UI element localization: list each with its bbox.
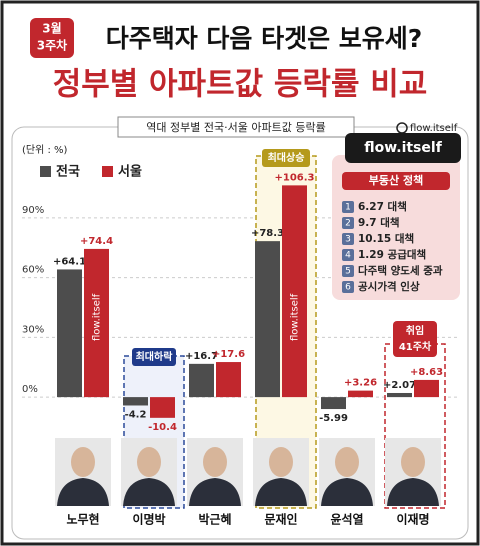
- bar: [414, 379, 439, 398]
- policy-num-box: [342, 201, 354, 213]
- portrait-head: [401, 447, 425, 477]
- portrait-body: [321, 478, 373, 506]
- value-label: +106.3: [274, 172, 314, 183]
- annotation-box: [393, 321, 437, 357]
- brand-tag: [345, 133, 461, 163]
- x-tick-label: 이재명: [396, 512, 429, 527]
- value-label: +74.4: [80, 236, 113, 247]
- policy-num: 3: [345, 235, 351, 245]
- legend-swatch: [40, 166, 51, 177]
- bar: [189, 363, 214, 398]
- value-label: -10.4: [148, 422, 177, 433]
- portrait-body: [387, 478, 439, 506]
- value-label: +64.1: [53, 256, 86, 267]
- annotation-box: [262, 149, 310, 167]
- badge-line: 3주차: [37, 38, 67, 53]
- policy-num: 2: [345, 219, 351, 229]
- bar: [57, 269, 82, 398]
- y-tick-label: 30%: [22, 324, 44, 335]
- policy-num-box: [342, 217, 354, 229]
- policy-item: 9.7 대책: [358, 216, 400, 229]
- value-label: +8.63: [410, 367, 443, 378]
- y-tick-label: 60%: [22, 265, 44, 276]
- annotation: 41주차: [399, 340, 432, 353]
- bar: [84, 248, 109, 398]
- x-tick-label: 노무현: [66, 512, 99, 527]
- portrait-head: [203, 447, 227, 477]
- portrait-body: [123, 478, 175, 506]
- policy-header: [342, 172, 450, 190]
- chart-subtitle: 정부별 아파트값 등락률 비교: [53, 67, 428, 103]
- portrait-body: [255, 478, 307, 506]
- policy-item: 공시가격 인상: [358, 280, 420, 293]
- portrait-body: [57, 478, 109, 506]
- watermark: flow.itself: [92, 293, 103, 341]
- policy-box: [332, 155, 460, 300]
- chart-title: 다주택자 다음 타겟은 보유세?: [106, 24, 423, 53]
- x-tick-label: 문재인: [264, 512, 297, 527]
- brand: flow.itself: [410, 123, 458, 134]
- bar: [321, 397, 346, 410]
- bar: [150, 397, 175, 418]
- annotation: 최대상승: [268, 151, 305, 164]
- watermark: flow.itself: [290, 293, 301, 341]
- legend-swatch: [102, 166, 113, 177]
- value-label: +16.7: [185, 351, 218, 362]
- x-tick-label: 이명박: [132, 512, 165, 527]
- value-label: +17.6: [212, 349, 245, 360]
- policy-item: 다주택 양도세 중과: [358, 264, 443, 277]
- policy-num-box: [342, 233, 354, 245]
- bar: [387, 392, 412, 398]
- legend-label: 전국: [56, 164, 80, 180]
- badge-box: [30, 18, 74, 58]
- policy-num-box: [342, 249, 354, 261]
- bar: [123, 397, 148, 406]
- badge-line: 3월: [42, 21, 61, 36]
- bar: [255, 241, 280, 398]
- value-label: -4.2: [125, 409, 147, 420]
- policy-num-box: [342, 265, 354, 277]
- policy-list: 1 6.27 대책 2 9.7 대책 3 10.15 대책 4 1.29 공급대책 5 다주택 양…: [342, 200, 443, 293]
- x-tick-label: 박근혜: [198, 512, 231, 527]
- caption-box: [117, 116, 355, 138]
- portrait-head: [137, 447, 161, 477]
- policy-num: 6: [345, 283, 351, 293]
- policy-num: 1: [345, 203, 351, 213]
- portrait-head: [71, 447, 95, 477]
- portrait-body: [189, 478, 241, 506]
- portrait-head: [269, 447, 293, 477]
- unit-label: (단위 : %): [22, 143, 68, 156]
- policy-title: 부동산 정책: [369, 173, 423, 187]
- x-tick-label: 윤석열: [330, 512, 363, 527]
- annotation: 최대하락: [136, 350, 174, 363]
- policy-num: 5: [345, 267, 351, 277]
- policy-item: 10.15 대책: [358, 232, 414, 245]
- value-label: +78.3: [251, 228, 284, 239]
- brand-tag-text: flow.itself: [364, 140, 442, 156]
- caption: 역대 정부별 전국·서울 아파트값 등락률: [146, 121, 325, 134]
- value-label: -5.99: [319, 413, 348, 424]
- bar: [216, 362, 241, 398]
- y-tick-label: 90%: [22, 205, 44, 216]
- policy-item: 1.29 공급대책: [358, 248, 426, 261]
- y-tick-label: 0%: [22, 384, 38, 395]
- value-label: +3.26: [344, 378, 377, 389]
- policy-num-box: [342, 281, 354, 293]
- policy-item: 6.27 대책: [358, 200, 407, 213]
- legend-label: 서울: [118, 164, 142, 180]
- value-label: +2.07: [383, 380, 416, 391]
- portrait-head: [335, 447, 359, 477]
- bar: [282, 185, 307, 398]
- policy-num: 4: [345, 251, 351, 261]
- annotation: 취임: [406, 324, 424, 337]
- bar: [348, 390, 373, 398]
- annotation-box: [132, 348, 176, 366]
